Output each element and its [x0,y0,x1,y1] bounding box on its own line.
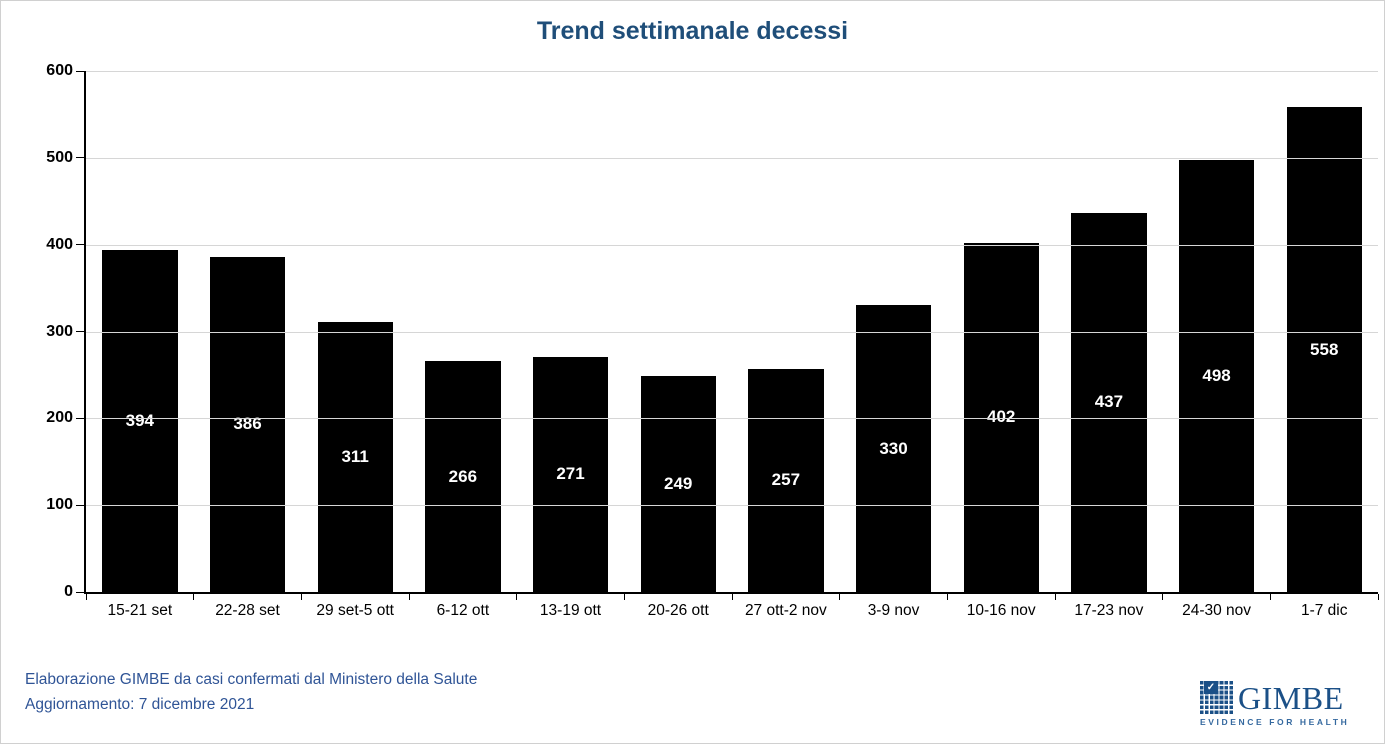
bar: 330 [855,305,932,592]
y-axis-tick-label: 600 [46,62,73,79]
x-axis-tick [408,594,410,600]
bar-value-label: 271 [556,464,585,484]
gimbe-wordmark: GIMBE [1238,679,1344,716]
bar-value-label: 257 [771,470,801,490]
bar: 558 [1286,107,1362,592]
bar-slot: 249 [624,71,732,592]
bar: 249 [640,375,716,592]
bar-slot: 437 [1055,71,1163,592]
y-axis-tick [76,157,84,159]
chart-title: Trend settimanale decessi [536,17,849,45]
x-axis-category-label: 13-19 ott [539,602,602,619]
footer-source-line: Elaborazione GIMBE da casi confermati da… [25,671,478,688]
gridline [86,418,1378,420]
bar-slot: 558 [1270,71,1378,592]
bar: 266 [425,361,501,592]
bar: 402 [963,242,1039,592]
bar-value-label: 330 [879,438,908,458]
x-axis-category-label: 24-30 nov [1182,602,1252,619]
x-axis-category-label: 15-21 set [107,602,173,619]
gridline [86,505,1378,507]
bar-value-label: 558 [1310,339,1339,359]
gridline [86,71,1378,72]
bar-slot: 386 [194,71,302,592]
y-axis-tick-label: 500 [46,148,73,166]
gimbe-logo: ✓ GIMBE EVIDENCE FOR HEALTH [1200,679,1350,727]
x-axis-category-label: 20-26 ott [647,602,709,619]
x-axis-tick [946,594,948,600]
y-axis-tick [76,70,84,72]
bar: 498 [1178,159,1255,592]
x-axis-tick [193,594,195,600]
y-axis-tick-label: 200 [46,409,73,427]
bar-slot: 394 [86,71,194,592]
bar: 311 [317,321,393,592]
bar-value-label: 498 [1202,365,1231,385]
x-axis-category-label: 27 ott-2 nov [744,602,827,619]
gridline [86,157,1378,159]
gimbe-logo-row: ✓ GIMBE [1200,679,1344,716]
y-axis-tick [76,504,84,506]
x-axis-line [84,592,1378,594]
bar-slot: 271 [517,71,625,592]
y-axis-tick [76,244,84,246]
check-icon: ✓ [1204,681,1218,694]
bar: 394 [102,249,178,592]
bar-slot: 311 [301,71,409,592]
footer-note: Elaborazione GIMBE da casi confermati da… [25,667,477,717]
bar-value-label: 394 [125,410,155,430]
y-axis-tick-label: 0 [64,583,73,600]
plot-area: 394 386 311 266 271 249 257 330 402 437 498 558 [76,70,1379,600]
y-axis-tick-label: 300 [46,322,73,340]
x-axis-category-label: 17-23 nov [1074,602,1144,619]
x-axis-tick [300,594,302,600]
footer-update-line: Aggiornamento: 7 dicembre 2021 [25,696,255,713]
x-axis-category-label: 22-28 set [215,602,280,619]
x-axis-tick [85,594,87,600]
y-axis-tick [76,591,84,593]
bar-value-label: 402 [987,407,1016,427]
bar-value-label: 249 [664,473,693,493]
x-axis-tick [516,594,518,600]
bar-slot: 330 [840,71,948,592]
x-axis-labels: 15-21 set 22-28 set 29 set-5 ott 6-12 ott 13… [86,602,1378,632]
x-axis-tick [839,594,841,600]
bar: 386 [209,256,286,592]
y-axis-line [84,71,86,594]
bar-value-label: 266 [448,466,478,486]
gridline [86,331,1378,333]
bar-value-label: 311 [341,446,369,466]
bar-slot: 266 [409,71,517,592]
bars-container: 394 386 311 266 271 249 257 330 402 437 498 558 [86,71,1378,592]
x-axis-tick [1162,594,1164,600]
gimbe-logo-icon: ✓ [1200,681,1233,714]
x-axis-category-label: 29 set-5 ott [316,602,394,619]
bar: 257 [748,368,824,592]
bar-slot: 257 [732,71,840,592]
bar-slot: 498 [1163,71,1271,592]
bar: 437 [1071,212,1147,592]
gimbe-tagline: EVIDENCE FOR HEALTH [1200,717,1350,727]
y-axis-tick-label: 400 [46,235,73,253]
x-axis-tick [1377,594,1379,600]
y-axis-tick [76,331,84,332]
x-axis-category-label: 6-12 ott [436,602,490,619]
x-axis-category-label: 3-9 nov [867,602,920,619]
x-axis-tick [1269,594,1271,600]
y-axis-tick-label: 100 [46,496,73,514]
gridline [86,244,1378,246]
bar-value-label: 437 [1094,392,1124,412]
bar-slot: 402 [947,71,1055,592]
bar: 271 [532,356,609,592]
x-axis-tick [623,594,625,600]
y-axis-labels: 0 100 200 300 400 500 600 [1,62,73,600]
y-axis-tick [76,417,84,419]
x-axis-tick [1054,594,1056,600]
x-axis-category-label: 1-7 dic [1300,602,1348,619]
x-axis-category-label: 10-16 nov [966,602,1036,619]
x-axis-tick [731,594,733,600]
